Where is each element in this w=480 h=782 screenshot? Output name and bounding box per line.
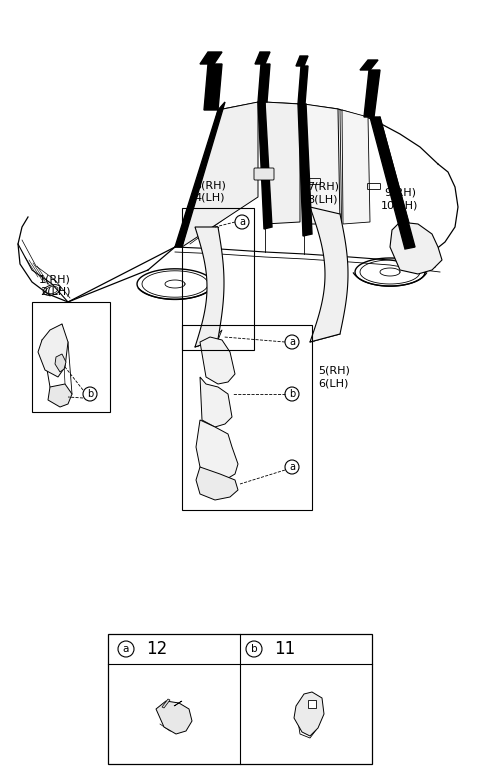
Polygon shape [204, 64, 222, 110]
Text: b: b [251, 644, 257, 654]
Text: a: a [123, 644, 129, 654]
Polygon shape [196, 420, 238, 480]
Polygon shape [304, 104, 340, 224]
Text: 9(RH)
10(LH): 9(RH) 10(LH) [381, 188, 419, 210]
Polygon shape [390, 222, 442, 274]
Polygon shape [310, 207, 348, 342]
Polygon shape [258, 102, 272, 229]
Polygon shape [182, 102, 258, 247]
Text: 3(RH)
4(LH): 3(RH) 4(LH) [194, 181, 226, 203]
Polygon shape [296, 56, 308, 66]
Polygon shape [375, 117, 415, 247]
Polygon shape [55, 354, 66, 372]
Polygon shape [196, 467, 238, 500]
FancyBboxPatch shape [254, 168, 274, 180]
Polygon shape [308, 700, 316, 708]
Polygon shape [174, 701, 182, 706]
Text: 12: 12 [146, 640, 167, 658]
Polygon shape [370, 117, 415, 249]
Polygon shape [195, 227, 224, 347]
Polygon shape [360, 60, 378, 70]
Polygon shape [200, 337, 235, 384]
Polygon shape [48, 384, 72, 407]
Polygon shape [162, 699, 170, 708]
Polygon shape [298, 66, 308, 104]
Text: 7(RH)
8(LH): 7(RH) 8(LH) [307, 181, 339, 204]
Text: a: a [289, 337, 295, 347]
Text: 5(RH)
6(LH): 5(RH) 6(LH) [318, 366, 350, 388]
Polygon shape [156, 701, 192, 734]
Polygon shape [364, 70, 380, 117]
Text: b: b [289, 389, 295, 399]
Polygon shape [265, 102, 300, 224]
Polygon shape [258, 64, 270, 102]
Text: a: a [289, 462, 295, 472]
Text: b: b [87, 389, 93, 399]
Polygon shape [38, 324, 68, 377]
Polygon shape [298, 104, 312, 236]
Polygon shape [200, 52, 222, 64]
Polygon shape [294, 692, 324, 736]
Polygon shape [342, 110, 370, 224]
Text: 11: 11 [274, 640, 295, 658]
Polygon shape [200, 377, 232, 427]
Text: a: a [239, 217, 245, 227]
Text: 1(RH)
2(LH): 1(RH) 2(LH) [39, 274, 71, 297]
Polygon shape [175, 102, 225, 247]
Polygon shape [255, 52, 270, 64]
